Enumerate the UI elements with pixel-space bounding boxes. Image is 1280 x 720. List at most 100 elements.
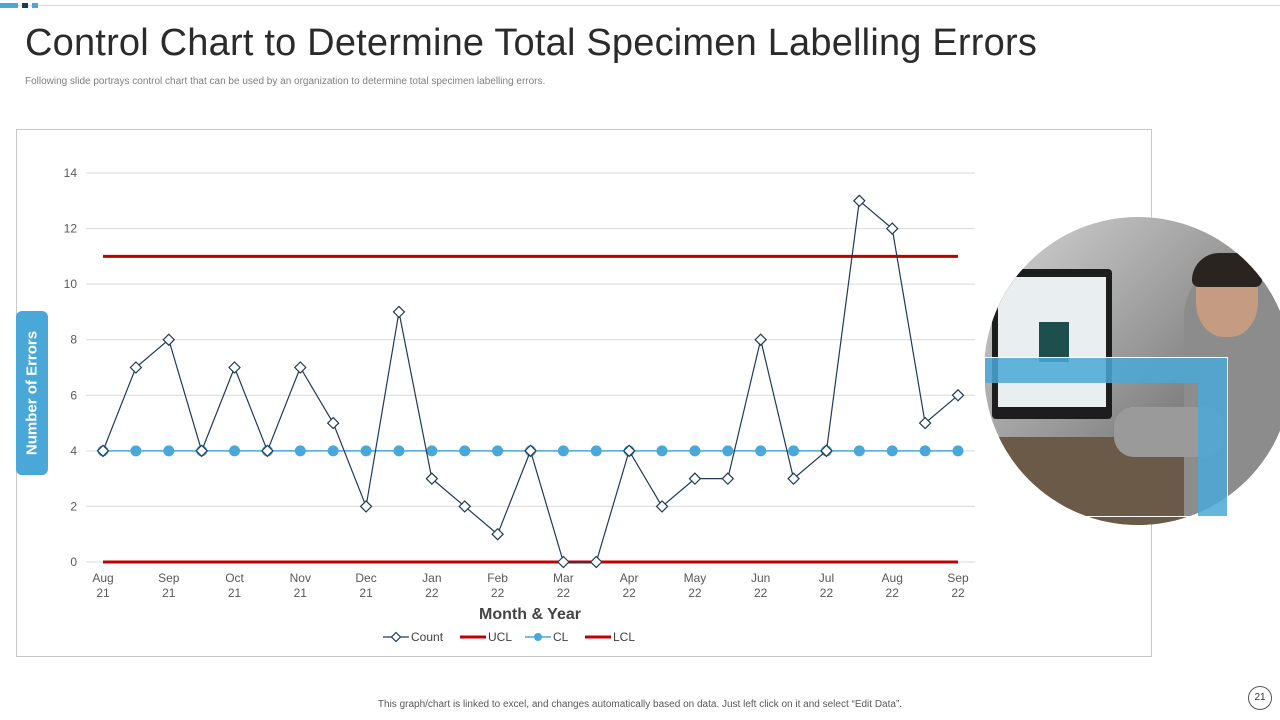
x-axis-title: Month & Year xyxy=(479,606,581,623)
x-tick-label: Aug xyxy=(882,571,903,585)
count-point xyxy=(293,361,307,374)
cl-point xyxy=(229,445,241,457)
y-tick-label: 6 xyxy=(70,388,77,402)
x-tick-label: 22 xyxy=(425,586,439,600)
legend-count-marker xyxy=(390,631,402,643)
count-point xyxy=(951,388,965,402)
count-point xyxy=(326,416,340,430)
person-hair xyxy=(1192,253,1262,287)
x-tick-label: Oct xyxy=(225,571,244,585)
count-point xyxy=(918,416,932,430)
x-tick-label: 21 xyxy=(162,586,176,600)
cl-point xyxy=(492,445,504,457)
cl-point xyxy=(327,445,339,457)
x-tick-label: 22 xyxy=(820,586,834,600)
y-tick-label: 8 xyxy=(70,333,77,347)
slide-title: Control Chart to Determine Total Specime… xyxy=(25,22,1038,64)
legend-cl-marker xyxy=(534,633,542,641)
count-point xyxy=(96,444,110,458)
x-tick-label: Mar xyxy=(553,571,574,585)
top-divider xyxy=(0,5,1280,6)
count-point xyxy=(425,472,439,485)
x-tick-label: 22 xyxy=(557,586,571,600)
cl-point xyxy=(886,445,898,457)
accent-bar-3 xyxy=(32,3,38,8)
count-point xyxy=(458,500,472,513)
cl-point xyxy=(130,445,142,457)
legend-label: CL xyxy=(553,630,569,644)
legend-label: Count xyxy=(411,630,444,644)
page-number: 21 xyxy=(1248,686,1272,710)
count-point xyxy=(162,333,176,347)
x-tick-label: 22 xyxy=(754,586,768,600)
count-point xyxy=(228,361,241,374)
cl-point xyxy=(788,445,800,457)
count-point xyxy=(491,527,504,541)
cl-point xyxy=(722,445,734,457)
x-tick-label: 22 xyxy=(491,586,505,600)
cl-point xyxy=(360,445,372,457)
count-point xyxy=(754,333,768,347)
count-point xyxy=(721,472,735,485)
count-point xyxy=(688,472,702,485)
count-point xyxy=(655,500,669,513)
x-tick-label: Nov xyxy=(290,571,311,585)
x-tick-label: Apr xyxy=(620,571,639,585)
x-tick-label: 22 xyxy=(951,586,965,600)
y-tick-label: 14 xyxy=(64,166,78,180)
legend-label: LCL xyxy=(613,630,635,644)
y-axis-label: Number of Errors xyxy=(23,330,41,456)
screen-panel xyxy=(1039,322,1069,362)
cl-point xyxy=(590,445,602,457)
x-tick-label: Aug xyxy=(92,571,113,585)
cl-point xyxy=(557,445,569,457)
cl-point xyxy=(689,445,701,457)
y-tick-label: 2 xyxy=(70,499,77,513)
count-point xyxy=(261,444,274,458)
count-point xyxy=(820,444,833,458)
y-axis-label-box xyxy=(16,311,48,475)
count-point xyxy=(787,472,800,485)
x-tick-label: 21 xyxy=(294,586,308,600)
cl-point xyxy=(656,445,668,457)
photo-accent-column xyxy=(1198,383,1228,517)
cl-point xyxy=(163,445,175,457)
accent-bar-1 xyxy=(0,3,18,8)
cl-point xyxy=(919,445,931,457)
x-tick-label: May xyxy=(684,571,707,585)
x-tick-label: 21 xyxy=(359,586,373,600)
accent-bar-2 xyxy=(22,3,28,8)
x-tick-label: Feb xyxy=(487,571,508,585)
photo-accent-bar xyxy=(984,357,1228,383)
x-tick-label: 22 xyxy=(886,586,900,600)
count-point xyxy=(129,361,143,374)
y-tick-label: 4 xyxy=(70,444,77,458)
x-tick-label: 22 xyxy=(622,586,636,600)
x-tick-label: Jun xyxy=(751,571,770,585)
count-point xyxy=(852,194,866,208)
cl-point xyxy=(294,445,306,457)
cl-point xyxy=(459,445,471,457)
count-point xyxy=(359,500,373,513)
y-tick-label: 10 xyxy=(64,277,78,291)
x-tick-label: Dec xyxy=(355,571,376,585)
office-worker-photo xyxy=(984,217,1280,525)
x-tick-label: Jan xyxy=(422,571,441,585)
x-tick-label: Sep xyxy=(947,571,969,585)
count-point xyxy=(524,444,537,458)
x-tick-label: 21 xyxy=(96,586,110,600)
count-point xyxy=(392,305,406,319)
y-tick-label: 12 xyxy=(64,222,78,236)
x-tick-label: Sep xyxy=(158,571,180,585)
count-point xyxy=(195,444,209,458)
x-tick-label: 21 xyxy=(228,586,242,600)
chart-frame[interactable] xyxy=(16,129,1152,657)
x-tick-label: Jul xyxy=(819,571,834,585)
count-point xyxy=(557,555,570,569)
count-point xyxy=(589,555,603,569)
legend-label: UCL xyxy=(488,630,512,644)
cl-point xyxy=(426,445,438,457)
footer-note: This graph/chart is linked to excel, and… xyxy=(377,699,903,710)
cl-point xyxy=(755,445,767,457)
